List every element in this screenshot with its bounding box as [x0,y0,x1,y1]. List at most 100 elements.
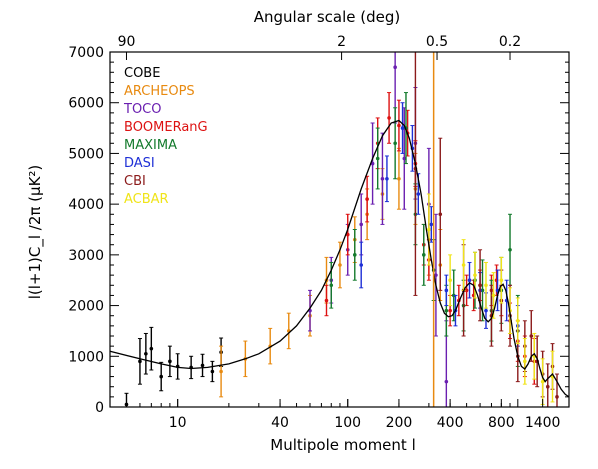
data-point-toco-4 [370,122,375,205]
data-marker [467,278,472,283]
data-marker [393,65,397,70]
legend-entry-archeops: ARCHEOPS [124,84,195,99]
x-tick-label-100: 100 [334,415,361,431]
data-point-cobe-8 [200,353,205,378]
x-tick-label-800: 800 [488,415,515,431]
data-marker [393,141,397,146]
data-marker [461,263,466,267]
y-tick-label-7000: 7000 [68,45,104,61]
data-point-cbi-10 [535,335,540,388]
data-marker [159,374,163,379]
data-marker [529,334,534,338]
data-marker [149,346,154,351]
data-point-cobe-9 [210,360,215,383]
data-marker [385,176,389,181]
data-marker [555,395,559,399]
data-marker [352,253,357,257]
data-point-dasi-5 [429,206,434,243]
data-point-archeops-10 [396,147,401,210]
data-marker [345,232,350,237]
data-marker [499,278,504,283]
data-point-boomerang-1 [345,213,350,256]
legend-entry-cobe: COBE [124,66,160,81]
data-marker [359,263,364,267]
data-point-acbar-2 [461,239,466,291]
y-tick-label-3000: 3000 [68,248,104,264]
data-marker [397,176,401,181]
data-point-maxima-6 [421,223,426,286]
legend-entry-toco: TOCO [123,102,161,117]
data-point-dasi-8 [467,261,472,299]
data-point-dasi-1 [384,155,389,203]
data-marker [200,363,205,368]
data-series-layer [124,51,559,408]
data-marker [444,379,449,384]
data-point-toco-5 [380,132,385,225]
x-tick-label-200: 200 [386,415,413,431]
data-marker [380,176,385,181]
axis-ticks [109,51,570,408]
data-point-dasi-6 [444,274,449,307]
data-point-cobe-1 [137,338,142,385]
data-marker [464,288,469,293]
data-point-boomerang-0 [324,284,329,317]
data-marker [508,247,512,252]
data-marker [434,273,438,277]
data-marker [416,192,421,196]
data-marker [397,123,401,128]
data-marker [329,283,334,288]
y-tick-label-4000: 4000 [68,197,104,213]
model-curve [109,119,570,398]
top-tick-label-0.5: 0.5 [426,34,448,50]
data-point-cbi-1 [438,137,443,291]
legend: COBE ARCHEOPS TOCO BOOMERanG MAXIMA DASI CBI AC… [123,66,208,207]
top-tick-label-90: 90 [118,34,136,50]
data-point-toco-10 [433,213,438,337]
data-point-maxima-2 [375,127,380,190]
top-tick-label-2: 2 [337,34,346,50]
data-marker [365,197,369,201]
data-marker [427,227,431,232]
y-tick-label-5000: 5000 [68,146,104,162]
data-point-boomerang-5 [396,99,401,152]
data-marker [523,359,527,364]
data-point-acbar-10 [532,332,537,380]
data-point-dasi-0 [359,241,364,289]
data-point-cobe-4 [159,361,164,392]
data-marker [491,293,496,298]
x-tick-label-400: 400 [437,415,464,431]
y-tick-label-6000: 6000 [68,96,104,112]
y-tick-label-0: 0 [95,400,104,416]
data-point-cobe-2 [143,332,148,375]
data-marker [210,369,215,374]
data-marker [438,212,443,217]
series-cobe [124,326,224,408]
data-point-cbi-9 [529,310,534,362]
data-point-acbar-9 [522,338,527,385]
data-point-cobe-6 [175,353,180,380]
tick-labels: 10 40 100 200 400 800 1400 90 2 0.5 0.2 0 1000 2000 30… [68,34,560,431]
data-point-cobe-5 [167,345,172,378]
data-marker [400,126,405,130]
x-tick-label-1400: 1400 [525,415,561,431]
data-point-boomerang-2 [365,175,370,223]
data-point-acbar-4 [483,261,488,309]
data-marker [484,283,488,288]
data-marker [338,263,342,267]
legend-entry-dasi: DASI [124,156,155,171]
x-tick-label-40: 40 [271,415,289,431]
data-marker [324,298,329,303]
data-point-acbar-8 [515,297,520,345]
data-point-maxima-3 [393,107,398,180]
legend-entry-boomerang: BOOMERanG [124,120,208,135]
data-point-dasi-2 [400,102,405,154]
data-marker [402,156,407,161]
data-point-maxima-1 [352,229,357,281]
data-point-boomerang-4 [387,92,392,144]
data-marker [448,278,452,283]
data-marker [444,288,449,293]
data-marker [473,273,477,277]
data-marker [138,359,142,364]
data-marker [448,308,452,313]
data-marker [444,308,449,313]
